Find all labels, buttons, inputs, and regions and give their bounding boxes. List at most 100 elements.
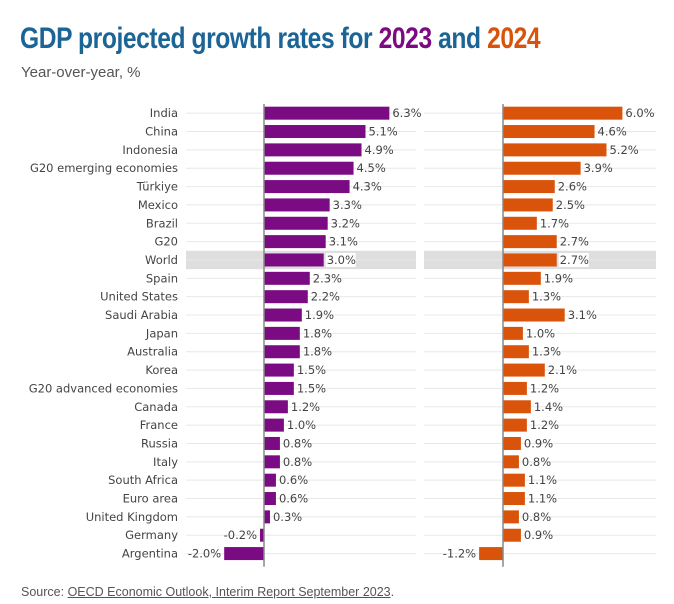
value-label-2023: 3.3% (333, 198, 362, 212)
category-label: Germany (125, 528, 178, 542)
bar-2023 (264, 473, 276, 487)
value-label-2024: 1.2% (530, 418, 559, 432)
bar-2023 (224, 547, 264, 561)
value-label-bg (325, 252, 356, 267)
bar-2023 (264, 308, 302, 322)
bar-2024 (503, 290, 529, 304)
value-label-2024: 1.0% (526, 326, 555, 340)
bar-2023 (264, 326, 300, 340)
bar-2023 (264, 290, 308, 304)
bar-2023 (264, 216, 328, 230)
value-label-2023: 1.8% (303, 326, 332, 340)
bar-2024 (503, 235, 557, 249)
title-middle: and (431, 22, 488, 55)
bar-2023 (264, 381, 294, 395)
value-label-2023: 2.3% (313, 271, 342, 285)
value-label-2024: 6.0% (625, 106, 654, 120)
bar-2023 (264, 418, 284, 432)
value-label-2024: 4.6% (598, 125, 627, 139)
category-label: Brazil (146, 216, 178, 230)
bar-2024 (503, 198, 553, 212)
value-label-2023: 3.1% (329, 235, 358, 249)
category-label: Japan (145, 326, 178, 340)
bar-2024 (503, 308, 565, 322)
value-label-2023: 3.2% (331, 216, 360, 230)
bar-2024 (503, 455, 519, 469)
bar-2023 (264, 235, 326, 249)
bar-2024 (503, 143, 607, 157)
category-label: Indonesia (122, 143, 178, 157)
value-label-2024: 1.4% (534, 400, 563, 414)
value-label-2023: 1.5% (297, 381, 326, 395)
bar-2023 (264, 161, 354, 175)
bar-2023 (264, 106, 390, 120)
value-label-2024: 1.3% (532, 345, 561, 359)
value-label-2024: 5.2% (609, 143, 638, 157)
value-label-2023: 2.2% (311, 290, 340, 304)
bar-2024 (503, 473, 525, 487)
value-label-2024: 0.9% (524, 436, 553, 450)
category-label: G20 advanced economies (29, 381, 178, 395)
value-label-2024: 1.1% (528, 473, 557, 487)
value-label-2023: 0.3% (273, 510, 302, 524)
value-label-2023: 5.1% (368, 125, 397, 139)
bar-2024 (503, 381, 527, 395)
category-label: Canada (134, 400, 178, 414)
category-label: United Kingdom (86, 510, 178, 524)
category-label: Russia (141, 436, 178, 450)
category-label: G20 emerging economies (30, 161, 178, 175)
category-label: Italy (153, 455, 178, 469)
category-label: Türkiye (136, 180, 178, 194)
bar-2023 (264, 271, 310, 285)
value-label-2024: 0.9% (524, 528, 553, 542)
bar-2024 (503, 492, 525, 506)
value-label-2023: 0.6% (279, 473, 308, 487)
category-label: France (140, 418, 178, 432)
bar-2024 (503, 106, 623, 120)
value-label-2024: 0.8% (522, 510, 551, 524)
bar-2023 (264, 345, 300, 359)
bar-2024 (503, 436, 521, 450)
value-label-2024: 1.2% (530, 381, 559, 395)
category-label: Korea (145, 363, 178, 377)
value-label-2024: 1.1% (528, 492, 557, 506)
bar-2024 (503, 528, 521, 542)
category-label: Australia (127, 345, 178, 359)
bar-2023 (264, 180, 350, 194)
category-label: G20 (154, 235, 178, 249)
bar-2024 (503, 125, 595, 139)
category-label: China (145, 125, 178, 139)
value-label-2024: 2.7% (560, 235, 589, 249)
value-label-2023: 0.8% (283, 436, 312, 450)
value-label-2023: 1.9% (305, 308, 334, 322)
value-label-2024: 3.9% (584, 161, 613, 175)
category-label: Argentina (122, 547, 178, 561)
title-prefix: GDP projected growth rates for (20, 22, 379, 55)
value-label-2024: 1.7% (540, 216, 569, 230)
value-label-2023: 6.3% (392, 106, 421, 120)
bar-2024 (503, 161, 581, 175)
bar-2023 (264, 455, 280, 469)
value-label-2023: 3.0% (327, 253, 356, 267)
bar-2024 (503, 253, 557, 267)
value-label-2024: -1.2% (443, 547, 476, 561)
source-suffix: . (390, 585, 395, 599)
value-label-2023: 0.8% (283, 455, 312, 469)
value-label-2024: 2.1% (548, 363, 577, 377)
bar-2023 (264, 363, 294, 377)
category-label: Saudi Arabia (105, 308, 178, 322)
category-label: World (145, 253, 178, 267)
source-link[interactable]: OECD Economic Outlook, Interim Report Se… (67, 585, 391, 599)
chart-title: GDP projected growth rates for 2023 and … (20, 22, 541, 56)
bar-2023 (264, 492, 276, 506)
bar-2024 (503, 400, 531, 414)
value-label-2024: 3.1% (568, 308, 597, 322)
source-note: Source: OECD Economic Outlook, Interim R… (21, 585, 394, 599)
value-label-bg (558, 252, 589, 267)
value-label-2023: 1.8% (303, 345, 332, 359)
value-label-2023: 4.5% (357, 161, 386, 175)
value-label-2024: 0.8% (522, 455, 551, 469)
bar-2024 (503, 326, 523, 340)
value-label-2023: 4.3% (353, 180, 382, 194)
